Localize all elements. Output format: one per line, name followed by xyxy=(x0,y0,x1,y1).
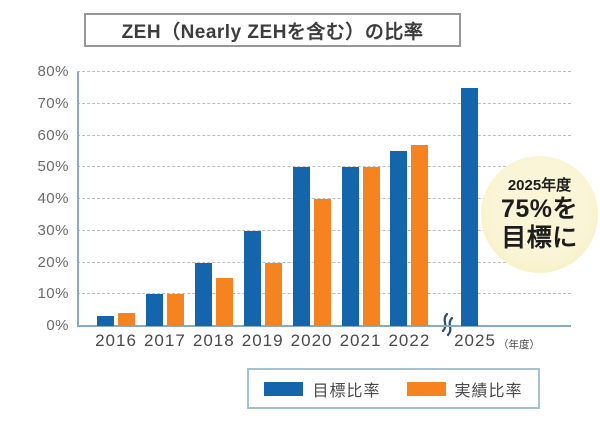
y-axis-label-0: 0% xyxy=(46,317,69,334)
badge-goal-text: 目標に xyxy=(501,223,578,252)
y-axis-label-20: 20% xyxy=(37,253,69,271)
bar-target-2022 xyxy=(390,151,408,326)
x-axis-label-2016: 2016 xyxy=(95,331,137,350)
x-axis-label-2025: 2025 xyxy=(454,331,496,350)
y-axis-line xyxy=(77,72,79,326)
legend-label-target: 目標比率 xyxy=(312,382,381,400)
y-axis-label-70: 70% xyxy=(37,94,69,112)
x-axis-label-2022: 2022 xyxy=(388,331,431,350)
x-axis-line xyxy=(77,325,571,327)
bar-actual-2017 xyxy=(166,294,184,326)
legend-label-actual: 実績比率 xyxy=(454,382,523,400)
y-axis-label-30: 30% xyxy=(37,221,69,239)
legend-swatch-target xyxy=(264,381,304,396)
x-axis-label-2018: 2018 xyxy=(192,331,235,350)
legend-box: 目標比率 実績比率 xyxy=(247,368,540,409)
gridline-80 xyxy=(77,71,571,72)
badge-year: 2025年度 xyxy=(507,176,572,194)
target-badge: 2025年度 75%を 目標に xyxy=(481,156,598,273)
legend-swatch-actual xyxy=(406,381,446,396)
chart-title-box: ZEH（Nearly ZEHを含む）の比率 xyxy=(84,13,461,47)
bar-actual-2019 xyxy=(264,262,282,326)
bar-actual-2020 xyxy=(313,199,331,326)
legend-item-target: 目標比率 xyxy=(264,377,380,401)
gridline-60 xyxy=(77,134,571,136)
bar-target-2025 xyxy=(460,87,478,326)
bar-actual-2022 xyxy=(411,145,429,326)
x-axis-label-2021: 2021 xyxy=(339,331,382,350)
gridline-40 xyxy=(77,198,571,199)
y-axis-label-60: 60% xyxy=(37,126,69,144)
bar-target-2017 xyxy=(145,294,163,326)
legend-item-actual: 実績比率 xyxy=(406,377,523,401)
bar-actual-2018 xyxy=(215,278,233,326)
bar-target-2020 xyxy=(292,167,310,326)
bar-target-2018 xyxy=(194,262,212,326)
bar-target-2019 xyxy=(243,230,261,326)
bar-target-2016 xyxy=(97,316,114,326)
y-axis-label-10: 10% xyxy=(37,285,69,303)
gridline-50 xyxy=(77,166,571,168)
bar-target-2021 xyxy=(341,167,359,326)
x-axis-label-2020: 2020 xyxy=(290,331,333,350)
gridline-70 xyxy=(77,102,571,104)
badge-percent: 75%を xyxy=(500,194,579,223)
y-axis-label-50: 50% xyxy=(37,158,69,176)
bar-actual-2016 xyxy=(118,313,135,326)
y-axis-label-80: 80% xyxy=(37,63,69,80)
y-axis-label-40: 40% xyxy=(37,190,69,207)
chart-title: ZEH（Nearly ZEHを含む）の比率 xyxy=(121,21,424,43)
x-axis-label-2017: 2017 xyxy=(143,331,186,350)
x-axis-unit-label: （年度） xyxy=(498,339,540,351)
bar-actual-2021 xyxy=(362,167,380,326)
x-axis-label-2019: 2019 xyxy=(241,331,284,350)
